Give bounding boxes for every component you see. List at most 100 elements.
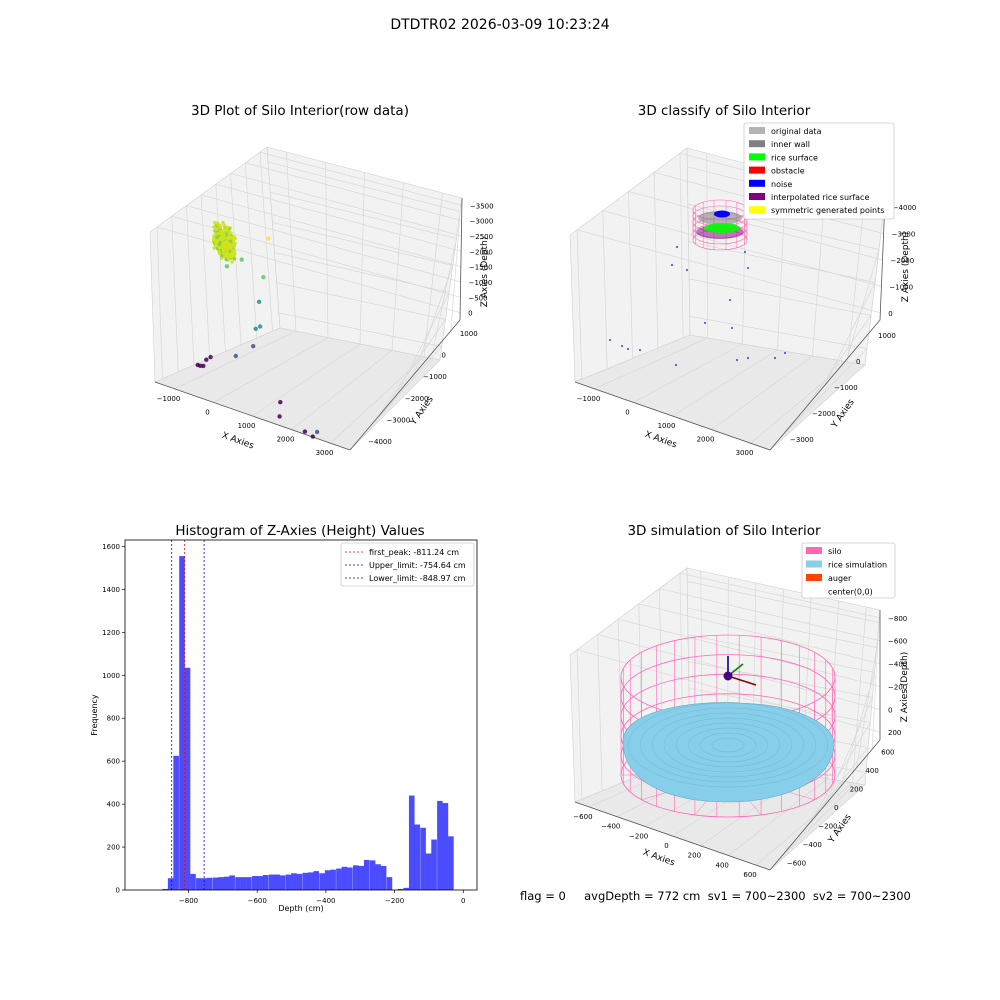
x-axis-line [154, 381, 351, 451]
histogram-bar [347, 867, 353, 890]
data-point [225, 251, 230, 256]
histogram-bar [207, 877, 213, 890]
data-point [230, 260, 234, 264]
legend-swatch [749, 153, 765, 161]
histogram-bar [414, 824, 421, 890]
panel1-zlabel: Z Axies (Depth) [480, 237, 490, 308]
z-tick-label: −1500 [469, 264, 493, 272]
x-tick-label: 3000 [736, 449, 754, 457]
histogram-bar [403, 887, 410, 890]
histogram-bar [285, 874, 292, 890]
histogram-bar [352, 865, 359, 890]
panel3-title: Histogram of Z-Axies (Height) Values [175, 523, 425, 539]
histogram-bar [437, 800, 443, 890]
grid-line [871, 622, 880, 750]
noise-point [671, 264, 673, 266]
legend-swatch [749, 193, 765, 200]
x-tick-label: −1000 [157, 395, 181, 403]
histogram-bar [167, 878, 174, 890]
center-marker [723, 671, 733, 681]
grid-line [618, 618, 881, 687]
data-point [256, 299, 262, 304]
y-tick-label: −600 [787, 860, 806, 868]
panel3-histogram: −800 −600 −400 −200 0 0 200 400 600 800 1000 1200 14… [90, 539, 478, 913]
panel2-title: 3D classify of Silo Interior [637, 103, 811, 119]
legend-swatch [749, 127, 765, 134]
data-point [277, 414, 282, 419]
panel4-3d-simulation: −600 −400 −200 0 200 400 600 −600 −400 −200 0 200 40… [569, 542, 910, 879]
histogram-bar [223, 876, 230, 890]
noise-point [736, 359, 738, 361]
x-tick-label: 200 [688, 852, 701, 860]
histogram-bar [173, 755, 179, 890]
histogram-bar [212, 877, 219, 890]
data-point [221, 234, 226, 238]
data-point [215, 221, 220, 225]
y-tick-label: −2000 [812, 410, 836, 418]
z-tick-label: −600 [888, 638, 907, 646]
grid-line [259, 151, 462, 206]
grid-line [750, 361, 848, 444]
noise-point [747, 357, 749, 359]
x-tick-label: 2000 [697, 436, 715, 444]
panel3-ylabel: Frequency [90, 694, 99, 736]
z-tick-label: −3000 [892, 231, 916, 239]
legend-swatch [749, 166, 765, 174]
z-tick-label: 200 [888, 729, 901, 737]
histogram-bar [274, 874, 280, 890]
y-tick-label: −3000 [790, 436, 814, 444]
data-point [224, 244, 228, 249]
y-tick-label: 1400 [102, 586, 120, 594]
noise-point [621, 345, 623, 347]
data-point [222, 247, 226, 252]
grid-line [174, 330, 297, 390]
histogram-bar [162, 888, 168, 890]
data-point [218, 236, 223, 240]
grid-line [633, 343, 743, 403]
grid-line [856, 647, 878, 768]
data-point [266, 236, 271, 241]
panel1-title: 3D Plot of Silo Interior(row data) [191, 103, 409, 119]
histogram-bar [375, 864, 381, 890]
panel4-xlabel: X Axies [641, 848, 676, 869]
z-tick-label: 0 [888, 706, 892, 714]
histogram-bar [307, 872, 314, 890]
z-tick-label: −500 [468, 294, 487, 302]
panel2-3d-classify: −1000 0 1000 2000 3000 −3000 −2000 −1000 0 1000 0 −… [569, 122, 916, 457]
noise-point [627, 348, 629, 350]
histogram-bar [358, 865, 365, 890]
histogram-bar [380, 865, 387, 890]
grid-line [687, 581, 880, 623]
y-axis-line [769, 739, 881, 871]
grid-line [325, 162, 329, 338]
x-tick-label: 0 [664, 842, 668, 850]
panel4-title: 3D simulation of Silo Interior [627, 523, 821, 539]
data-point [215, 239, 219, 244]
grid-line [215, 184, 226, 352]
rice-surface-mesh [627, 702, 829, 788]
rice-surface-mesh [687, 727, 769, 763]
grid-line [653, 172, 659, 349]
panel4-legend: silo rice simulation auger center(0,0) [801, 542, 896, 599]
grid-line [689, 315, 868, 349]
x-tick-label: 2000 [277, 436, 295, 444]
x-axis-line [574, 381, 771, 451]
axis-arrow-x [727, 675, 757, 686]
data-point [216, 231, 220, 236]
legend-swatch [749, 140, 765, 148]
data-point [251, 344, 256, 349]
panel2-xlabel: X Axies [643, 430, 678, 451]
grid-line [808, 722, 871, 824]
noise-point [774, 357, 776, 359]
y-tick-label: −4000 [368, 438, 392, 446]
legend-label: rice surface [771, 153, 818, 162]
data-point [310, 434, 315, 439]
grid-line [617, 619, 623, 783]
grid-line [628, 191, 633, 359]
histogram-bar [420, 827, 426, 890]
rice-surface-points [704, 223, 740, 233]
histogram-bar [302, 872, 309, 890]
data-point [217, 242, 221, 247]
grid-line [423, 192, 443, 357]
legend-label: first_peak: -811.24 cm [369, 548, 459, 557]
